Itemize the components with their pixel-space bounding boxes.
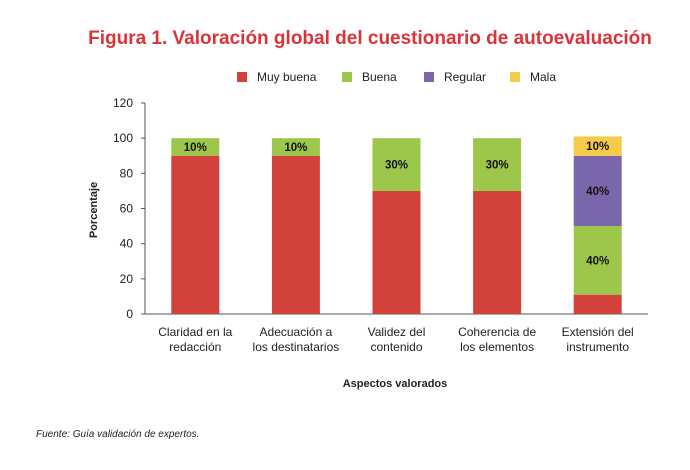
- y-tick-label: 60: [120, 202, 134, 216]
- data-label: 40%: [586, 186, 609, 198]
- bar-segment: [372, 190, 421, 314]
- bar-segment: [171, 155, 220, 314]
- y-tick-label: 80: [120, 166, 134, 180]
- bar-segment: [271, 155, 320, 314]
- x-axis-title: Aspectos valorados: [343, 378, 448, 390]
- legend-label: Muy buena: [257, 70, 317, 84]
- legend-swatch: [510, 72, 520, 82]
- y-tick-label: 40: [120, 237, 134, 251]
- bar-segment: [473, 138, 522, 191]
- bar-segment: [573, 226, 622, 295]
- x-category-label: Validez del contenido: [368, 325, 426, 354]
- bar-segment: [573, 155, 622, 227]
- chart-title: Figura 1. Valoración global del cuestion…: [88, 28, 652, 49]
- x-category-label: Claridad en la redacción: [158, 325, 232, 354]
- x-category-label: Adecuación a los destinatarios: [253, 325, 340, 354]
- legend-label: Regular: [444, 70, 486, 84]
- data-label: 30%: [385, 160, 408, 172]
- bar-segment: [473, 190, 522, 314]
- data-label: 40%: [586, 255, 609, 267]
- bars: [171, 136, 622, 314]
- legend-swatch: [237, 72, 247, 82]
- legend: Muy buena Buena Regular Mala: [237, 70, 556, 84]
- y-tick-label: 20: [120, 272, 134, 286]
- y-tick-label: 100: [113, 131, 133, 145]
- y-axis-title: Porcentaje: [88, 182, 100, 238]
- source-note: Fuente: Guía validación de expertos.: [36, 429, 200, 440]
- legend-swatch: [342, 72, 352, 82]
- y-tick-label: 120: [113, 96, 133, 110]
- data-label: 10%: [586, 141, 609, 153]
- bar-segment: [171, 138, 220, 156]
- y-tick-label: 0: [126, 307, 133, 321]
- axes: 0 20 40 60 80 100 120 Claridad en la redacción Ad…: [113, 96, 648, 354]
- bar-segment: [573, 136, 622, 156]
- data-label: 10%: [184, 142, 207, 154]
- legend-label: Mala: [530, 70, 556, 84]
- legend-swatch: [424, 72, 434, 82]
- x-category-label: Coherencia de los elementos: [458, 325, 536, 354]
- bar-segment: [372, 138, 421, 191]
- data-labels: 10% 10% 30% 30% 40% 40% 10%: [184, 141, 609, 267]
- data-label: 10%: [284, 142, 307, 154]
- x-category-label: Extensión del instrumento: [562, 325, 634, 354]
- data-label: 30%: [486, 160, 509, 172]
- bar-segment: [271, 138, 320, 156]
- bar-segment: [573, 294, 622, 314]
- legend-label: Buena: [362, 70, 397, 84]
